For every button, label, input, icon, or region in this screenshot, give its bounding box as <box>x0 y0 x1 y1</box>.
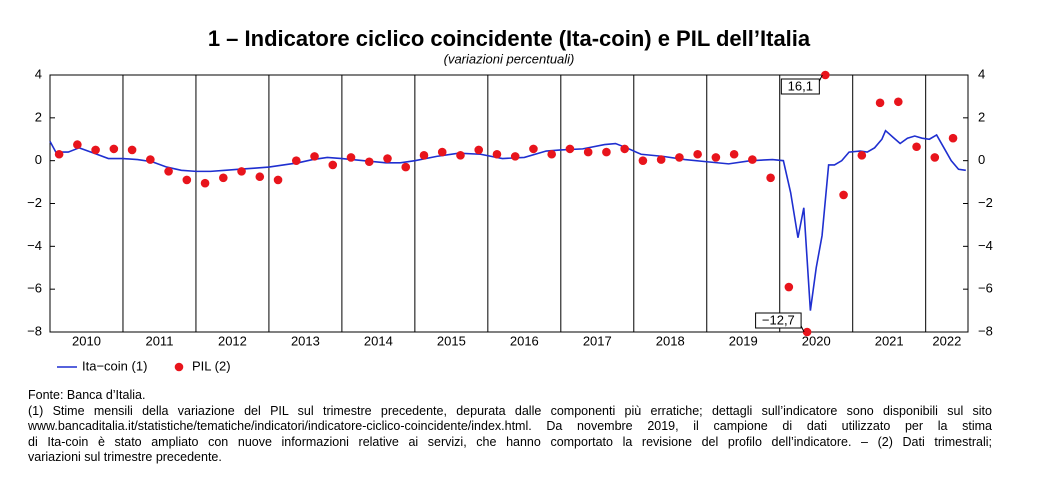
pil-dot <box>127 145 137 155</box>
x-tick-label: 2019 <box>729 333 758 348</box>
chart-title: 1 – Indicatore ciclico coincidente (Ita-… <box>208 26 811 51</box>
pil-dot <box>54 149 64 159</box>
y2-tick-label: −6 <box>978 281 993 296</box>
pil-dot <box>510 152 520 161</box>
x-tick-label: 2016 <box>510 333 539 348</box>
pil-dot <box>875 98 885 108</box>
pil-dot <box>693 149 702 159</box>
pil-dot <box>857 151 867 160</box>
pil-dot <box>383 154 392 163</box>
pil-dot <box>602 147 611 157</box>
pil-dot <box>73 140 82 149</box>
x-tick-label: 2011 <box>145 333 173 348</box>
y2-tick-label: −8 <box>978 323 993 338</box>
x-tick-label: 2015 <box>437 333 466 348</box>
legend-label: PIL (2) <box>192 358 231 373</box>
pil-dot <box>583 147 593 157</box>
legend-label: Ita−coin (1) <box>82 358 147 373</box>
pil-dot <box>109 144 119 154</box>
chart: 1 – Indicatore ciclico coincidente (Ita-… <box>27 26 993 374</box>
x-tick-label: 2022 <box>932 333 961 348</box>
pil-dot <box>255 172 265 182</box>
pil-dot <box>364 157 374 167</box>
pil-dot <box>821 70 830 80</box>
pil-dot <box>456 151 465 160</box>
pil-dot <box>839 190 848 200</box>
legend-swatch <box>174 362 184 372</box>
pil-dot <box>419 151 429 160</box>
pil-dot <box>437 147 447 157</box>
y-tick-label: −4 <box>27 238 42 253</box>
x-tick-label: 2018 <box>656 333 685 348</box>
pil-dot <box>474 145 484 155</box>
y-tick-label: 2 <box>35 109 42 124</box>
ita-coin-line <box>49 129 966 311</box>
y-tick-label: 0 <box>35 152 42 167</box>
chart-subtitle: (variazioni percentuali) <box>444 51 575 66</box>
pil-dot <box>182 175 192 185</box>
pil-dot <box>766 173 775 183</box>
pil-dot <box>656 155 666 164</box>
pil-dot <box>310 152 319 161</box>
pil-dot <box>802 327 812 337</box>
pil-dot <box>784 282 794 292</box>
x-tick-label: 2010 <box>72 333 101 348</box>
x-tick-label: 2017 <box>583 333 612 348</box>
y-tick-label: 4 <box>35 66 42 81</box>
pil-dot <box>565 144 575 154</box>
y2-tick-label: −4 <box>978 238 993 253</box>
footnotes: Fonte: Banca d’Italia. (1) Stime mensili … <box>28 388 992 466</box>
y-tick-label: −2 <box>27 195 42 210</box>
value-label-leader <box>800 325 805 333</box>
pil-dot <box>401 162 411 172</box>
pil-dot <box>200 178 210 188</box>
pil-dot <box>492 149 502 159</box>
pil-dot <box>748 155 757 164</box>
footnote-line: www.bancaditalia.it/statistiche/tematich… <box>28 419 992 433</box>
y-tick-label: −6 <box>27 281 42 296</box>
plot-frame <box>49 74 969 333</box>
pil-dot <box>729 149 739 159</box>
pil-dot <box>547 149 556 159</box>
value-label: 16,1 <box>788 78 813 93</box>
value-label-leader <box>818 74 823 82</box>
pil-dot <box>346 153 356 162</box>
pil-dot <box>219 173 228 183</box>
value-label: −12,7 <box>762 312 795 327</box>
footnote-line: di Ita-coin è stato ampliato con nuove i… <box>28 434 992 449</box>
pil-dot <box>948 133 958 143</box>
pil-dot <box>912 142 921 152</box>
y-tick-label: −8 <box>27 323 42 338</box>
pil-dot <box>638 156 648 165</box>
x-tick-label: 2021 <box>875 333 904 348</box>
pil-dot <box>237 167 246 176</box>
x-tick-label: 2014 <box>364 333 393 348</box>
pil-dot <box>894 97 903 107</box>
y2-tick-label: 0 <box>978 152 985 167</box>
pil-dot <box>529 144 538 154</box>
pil-dot <box>91 145 100 155</box>
pil-dot <box>675 153 684 162</box>
x-tick-label: 2020 <box>802 333 831 348</box>
pil-dot <box>146 155 155 164</box>
footnote-line: Fonte: Banca d’Italia. <box>28 388 146 402</box>
x-tick-label: 2012 <box>218 333 247 348</box>
pil-dot <box>711 153 721 162</box>
pil-dot <box>930 153 940 162</box>
value-label-box <box>780 78 820 95</box>
y2-tick-label: 4 <box>978 66 985 81</box>
pil-dot <box>164 167 173 176</box>
pil-dot <box>620 144 629 154</box>
value-label-box <box>755 312 802 329</box>
y2-tick-label: −2 <box>978 195 993 210</box>
footnote-line: variazioni sul trimestre precedente. <box>28 450 222 464</box>
pil-dot <box>291 156 301 165</box>
x-tick-label: 2013 <box>291 333 320 348</box>
footnote-line: (1) Stime mensili della variazione del P… <box>28 403 992 418</box>
y2-tick-label: 2 <box>978 109 985 124</box>
pil-dot <box>328 160 338 170</box>
pil-dot <box>273 175 283 185</box>
